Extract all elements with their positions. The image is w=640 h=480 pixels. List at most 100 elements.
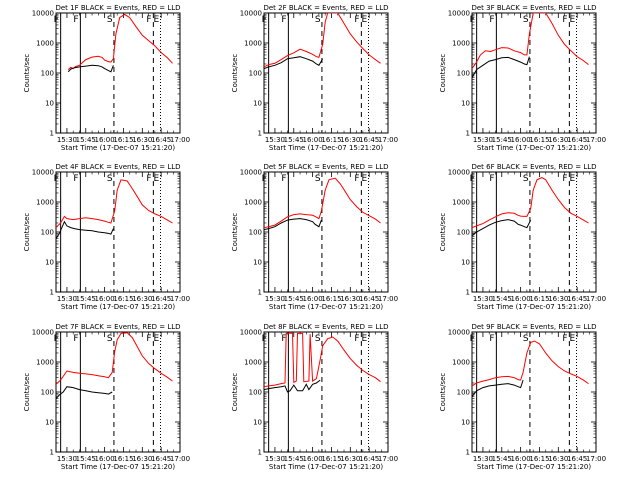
panel-title: Det 8F BLACK = Events, RED = LLD [263, 323, 388, 331]
y-tick-label: 10 [461, 100, 470, 108]
x-tick-label: 15:30 [57, 136, 77, 144]
y-tick-label: 10000 [240, 10, 262, 18]
marker-label: F [354, 334, 359, 344]
y-tick-label: 1000 [36, 40, 54, 48]
x-tick-label: 15:30 [265, 295, 285, 303]
x-axis-label: Start Time (17-Dec-07 15:21:20) [269, 303, 383, 311]
plot-frame [263, 12, 389, 134]
marker-label: S [523, 174, 529, 184]
x-tick-label: 16:30 [340, 455, 360, 463]
x-tick-label: 16:30 [132, 295, 152, 303]
x-tick-label: 15:30 [57, 455, 77, 463]
y-tick-label: 10 [253, 100, 262, 108]
panel-3: Det 3F BLACK = Events, RED = LLD 1 10 100 10… [439, 4, 606, 152]
panel-title: Det 6F BLACK = Events, RED = LLD [471, 163, 596, 171]
x-tick-label: 16:00 [303, 295, 323, 303]
panel-title: Det 4F BLACK = Events, RED = LLD [55, 163, 180, 171]
panel-4: Det 4F BLACK = Events, RED = LLD 1 10 100 10… [23, 163, 190, 311]
series-events-line [472, 379, 524, 397]
marker-label: F [54, 334, 59, 344]
y-axis-label: Counts/sec [23, 373, 31, 412]
y-tick-label: 1 [466, 130, 470, 138]
x-tick-label: 17:00 [586, 455, 606, 463]
marker-label: F [354, 174, 359, 184]
y-tick-label: 10 [253, 259, 262, 267]
x-tick-label: 16:15 [529, 136, 549, 144]
y-axis-label: Counts/sec [231, 54, 239, 93]
marker-label: E [362, 174, 368, 184]
y-tick-label: 10 [461, 419, 470, 427]
x-tick-label: 16:00 [95, 455, 115, 463]
x-axis-label: Start Time (17-Dec-07 15:21:20) [477, 463, 591, 471]
series-lld-line [472, 177, 589, 229]
y-tick-label: 10000 [32, 329, 54, 337]
y-axis-label: Counts/sec [439, 373, 447, 412]
x-tick-label: 15:30 [57, 295, 77, 303]
series-events-line [56, 220, 114, 239]
y-tick-label: 1000 [36, 199, 54, 207]
panel-6: Det 6F BLACK = Events, RED = LLD 1 10 100 10… [439, 163, 606, 311]
x-axis-label: Start Time (17-Dec-07 15:21:20) [61, 144, 175, 152]
marker-label: F [146, 174, 151, 184]
x-tick-label: 16:15 [113, 455, 133, 463]
y-tick-label: 10 [45, 419, 54, 427]
x-tick-label: 17:00 [378, 136, 398, 144]
marker-label: F [562, 334, 567, 344]
x-tick-label: 17:00 [170, 295, 190, 303]
y-tick-label: 1000 [36, 359, 54, 367]
x-tick-label: 16:30 [548, 455, 568, 463]
x-tick-label: 15:45 [76, 295, 96, 303]
marker-label: F [73, 334, 78, 344]
marker-label: E [570, 334, 576, 344]
x-tick-label: 15:30 [265, 136, 285, 144]
marker-label: F [281, 15, 286, 25]
y-tick-label: 1 [50, 289, 54, 297]
plot-frame [263, 171, 389, 293]
panel-title: Det 3F BLACK = Events, RED = LLD [471, 4, 596, 12]
marker-label: F [489, 174, 494, 184]
marker-label: E [362, 334, 368, 344]
y-tick-label: 1 [466, 289, 470, 297]
marker-label: S [523, 334, 529, 344]
marker-label: F [470, 174, 475, 184]
x-tick-label: 16:30 [340, 295, 360, 303]
series-lld-line [264, 332, 381, 388]
series-events-line [67, 64, 114, 73]
y-axis-label: Counts/sec [439, 54, 447, 93]
x-tick-label: 15:45 [76, 136, 96, 144]
marker-label: E [154, 334, 160, 344]
series-lld-line [472, 340, 589, 387]
marker-label: F [262, 15, 267, 25]
plot-frame [55, 12, 181, 134]
plot-frame [55, 171, 181, 293]
x-tick-label: 15:45 [76, 455, 96, 463]
marker-label: S [107, 15, 113, 25]
panel-2: Det 2F BLACK = Events, RED = LLD 1 10 100 10… [231, 4, 398, 152]
y-tick-label: 10000 [448, 329, 470, 337]
plot-frame [55, 331, 181, 453]
marker-label: E [362, 15, 368, 25]
y-tick-label: 1000 [244, 199, 262, 207]
marker-label: S [315, 15, 321, 25]
x-tick-label: 16:45 [151, 136, 171, 144]
panel-title: Det 9F BLACK = Events, RED = LLD [471, 323, 596, 331]
series-events-line [56, 386, 113, 400]
y-tick-label: 1 [50, 449, 54, 457]
x-tick-label: 16:00 [303, 455, 323, 463]
series-events-line [264, 379, 321, 393]
x-tick-label: 15:30 [473, 295, 493, 303]
y-tick-label: 10000 [32, 10, 54, 18]
x-tick-label: 16:15 [529, 295, 549, 303]
marker-label: F [262, 174, 267, 184]
y-tick-label: 1000 [452, 40, 470, 48]
y-tick-label: 10 [461, 259, 470, 267]
x-tick-label: 17:00 [586, 295, 606, 303]
marker-label: F [562, 174, 567, 184]
y-tick-label: 1000 [244, 40, 262, 48]
x-tick-label: 16:45 [359, 455, 379, 463]
marker-label: F [54, 15, 59, 25]
panel-5: Det 5F BLACK = Events, RED = LLD 1 10 100 10… [231, 163, 398, 311]
y-tick-label: 10 [253, 419, 262, 427]
x-tick-label: 15:45 [284, 295, 304, 303]
